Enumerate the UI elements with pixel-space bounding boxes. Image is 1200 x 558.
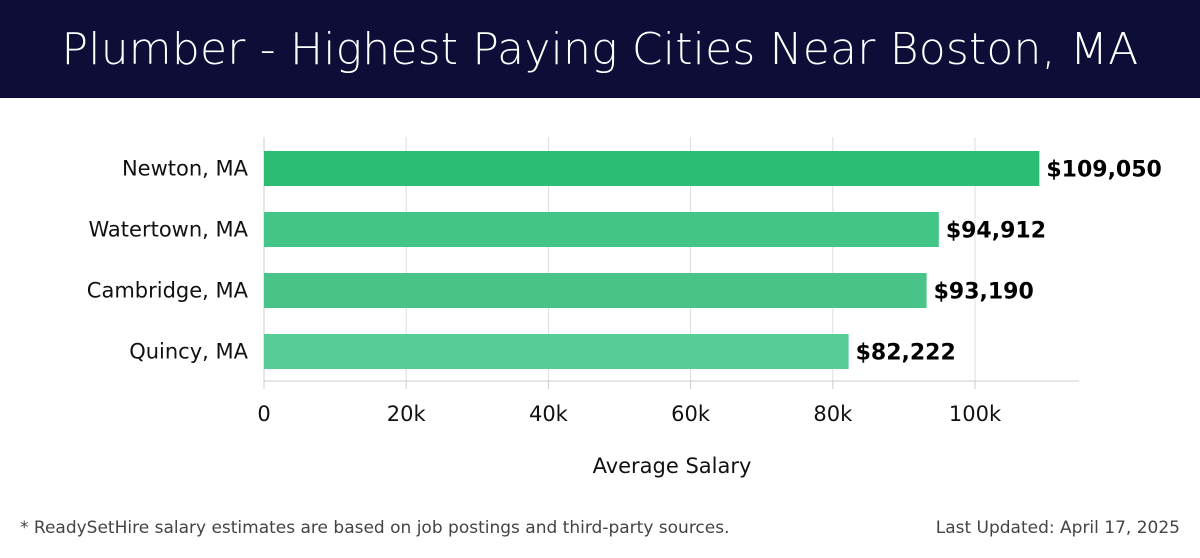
- x-tick-label: 100k: [949, 402, 1002, 426]
- chart-title: Plumber - Highest Paying Cities Near Bos…: [61, 23, 1139, 75]
- y-tick-label: Watertown, MA: [89, 218, 249, 242]
- data-label: $93,190: [934, 280, 1034, 305]
- bar-chart: 0 20k 40k 60k 80k 100k Newton, MA $109,050 Water…: [87, 137, 1162, 478]
- data-label: $94,912: [946, 219, 1046, 244]
- bar-0: [264, 151, 1040, 186]
- y-tick-label: Quincy, MA: [129, 340, 248, 364]
- x-tick-label: 20k: [387, 402, 427, 426]
- x-tick-label: 0: [257, 402, 270, 426]
- data-label: $82,222: [856, 341, 956, 366]
- footnote: * ReadySetHire salary estimates are base…: [20, 518, 730, 538]
- last-updated: Last Updated: April 17, 2025: [935, 518, 1180, 538]
- y-tick-label: Newton, MA: [122, 157, 249, 181]
- x-axis-title: Average Salary: [593, 454, 752, 478]
- x-tick-label: 80k: [813, 402, 853, 426]
- x-tick-label: 40k: [529, 402, 569, 426]
- y-tick-label: Cambridge, MA: [87, 279, 249, 303]
- chart-title-banner: Plumber - Highest Paying Cities Near Bos…: [0, 0, 1200, 98]
- bar-3: [264, 334, 849, 369]
- data-label: $109,050: [1046, 158, 1162, 183]
- bar-1: [264, 212, 939, 247]
- bar-2: [264, 273, 927, 308]
- x-tick-label: 60k: [671, 402, 711, 426]
